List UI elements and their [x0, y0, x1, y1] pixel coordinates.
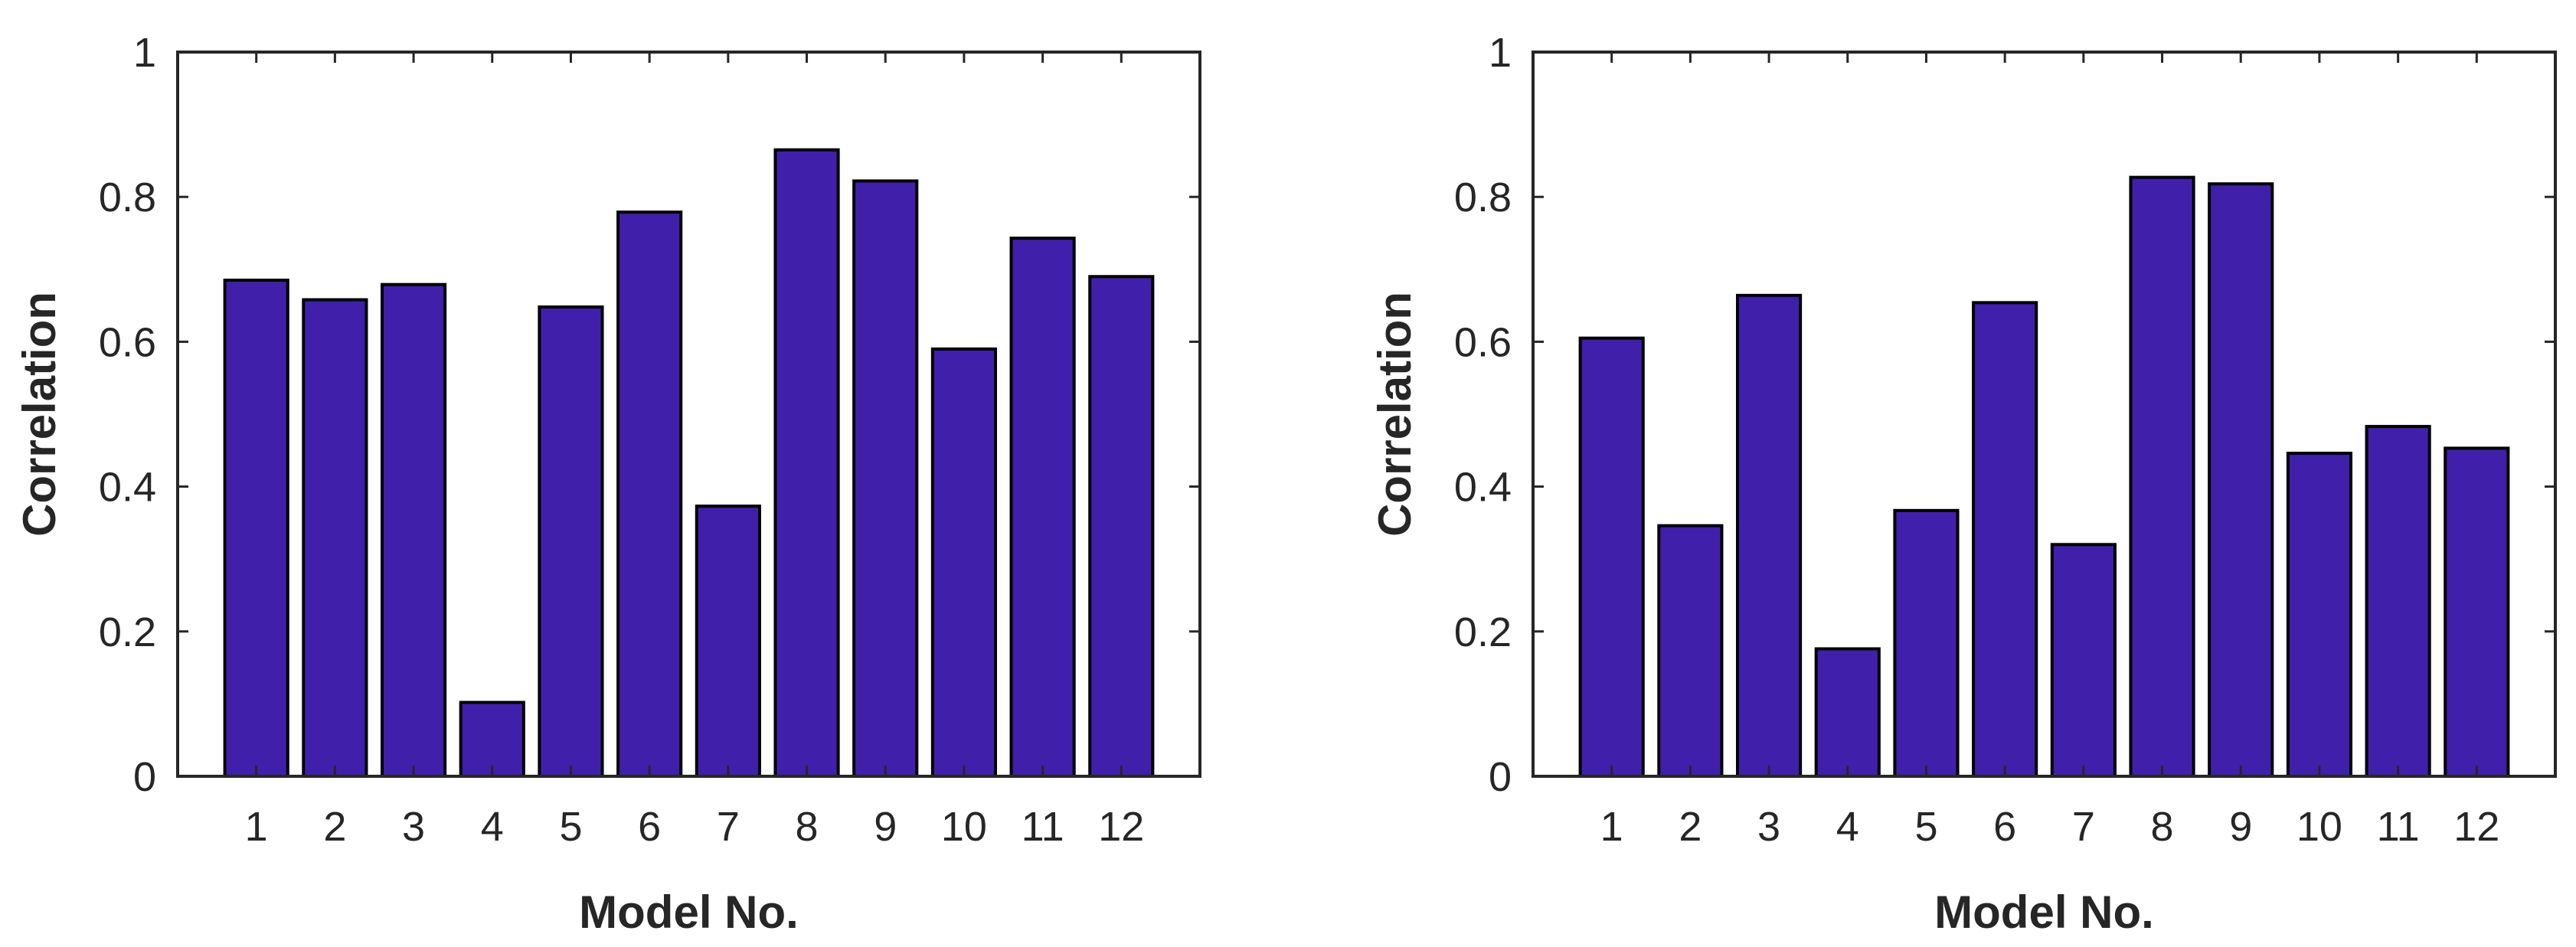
x-tick-label: 9 [874, 804, 897, 850]
bar-model-6 [1972, 301, 2038, 779]
x-tick-label: 10 [941, 804, 987, 850]
y-tick-label: 0.6 [1454, 319, 1512, 365]
bar-model-5 [538, 305, 604, 778]
axes-box [176, 51, 1201, 778]
x-tick-label: 7 [717, 804, 740, 850]
bar-model-3 [381, 282, 447, 778]
bar-model-7 [695, 505, 761, 779]
x-tick-label: 7 [2072, 804, 2095, 850]
x-tick-label: 3 [1757, 804, 1780, 850]
bar-model-3 [1736, 293, 1803, 778]
x-tick-label: 4 [1836, 804, 1859, 850]
bar-model-12 [2444, 446, 2510, 778]
bar-model-11 [2365, 425, 2431, 778]
x-tick-label: 12 [1098, 804, 1144, 850]
bar-model-1 [1578, 336, 1645, 779]
x-tick-label: 8 [796, 804, 819, 850]
bar-model-10 [930, 347, 998, 778]
bar-model-6 [616, 211, 683, 779]
x-tick-label: 2 [1679, 804, 1702, 850]
y-tick-label: 0 [133, 754, 156, 800]
y-tick-label: 0.4 [99, 465, 156, 511]
x-tick-label: 5 [1914, 804, 1937, 850]
bar-model-12 [1088, 275, 1155, 778]
x-tick-label: 1 [245, 804, 268, 850]
bar-model-11 [1009, 237, 1076, 778]
x-tick-label: 6 [638, 804, 661, 850]
axes-box [1532, 51, 2557, 778]
x-tick-label: 4 [481, 804, 504, 850]
bar-model-9 [852, 179, 919, 778]
bar-model-5 [1893, 508, 1960, 778]
bar-model-2 [1657, 524, 1724, 779]
x-tick-label: 11 [1022, 804, 1064, 850]
x-axis-title: Model No. [579, 887, 799, 938]
x-tick-label: 8 [2151, 804, 2174, 850]
bar-model-7 [2050, 543, 2117, 779]
x-tick-label: 6 [1993, 804, 2016, 850]
bar-model-10 [2286, 452, 2353, 778]
y-tick-label: 0.4 [1454, 465, 1512, 511]
bar-model-4 [1814, 647, 1881, 779]
bar-model-2 [302, 298, 368, 779]
x-tick-label: 1 [1600, 804, 1623, 850]
y-axis-title: Correlation [14, 292, 65, 537]
bar-model-9 [2208, 182, 2274, 778]
y-tick-label: 0.8 [1454, 175, 1512, 220]
x-tick-label: 9 [2229, 804, 2252, 850]
x-tick-label: 2 [323, 804, 346, 850]
bar-model-8 [773, 148, 840, 778]
x-tick-label: 11 [2377, 804, 2420, 850]
x-tick-label: 10 [2296, 804, 2342, 850]
y-tick-label: 0.8 [99, 175, 156, 220]
bar-model-4 [459, 700, 525, 778]
y-tick-label: 1 [133, 30, 156, 76]
y-tick-label: 0.2 [1454, 609, 1512, 655]
y-tick-label: 1 [1489, 30, 1512, 76]
x-axis-title: Model No. [1934, 887, 2154, 938]
x-tick-label: 3 [402, 804, 425, 850]
x-tick-label: 5 [559, 804, 582, 850]
y-tick-label: 0.6 [99, 319, 156, 365]
y-tick-label: 0 [1489, 754, 1512, 800]
bar-model-8 [2129, 175, 2195, 778]
bar-model-1 [223, 278, 289, 778]
x-tick-label: 12 [2453, 804, 2499, 850]
y-axis-title: Correlation [1369, 292, 1420, 537]
y-tick-label: 0.2 [99, 609, 156, 655]
